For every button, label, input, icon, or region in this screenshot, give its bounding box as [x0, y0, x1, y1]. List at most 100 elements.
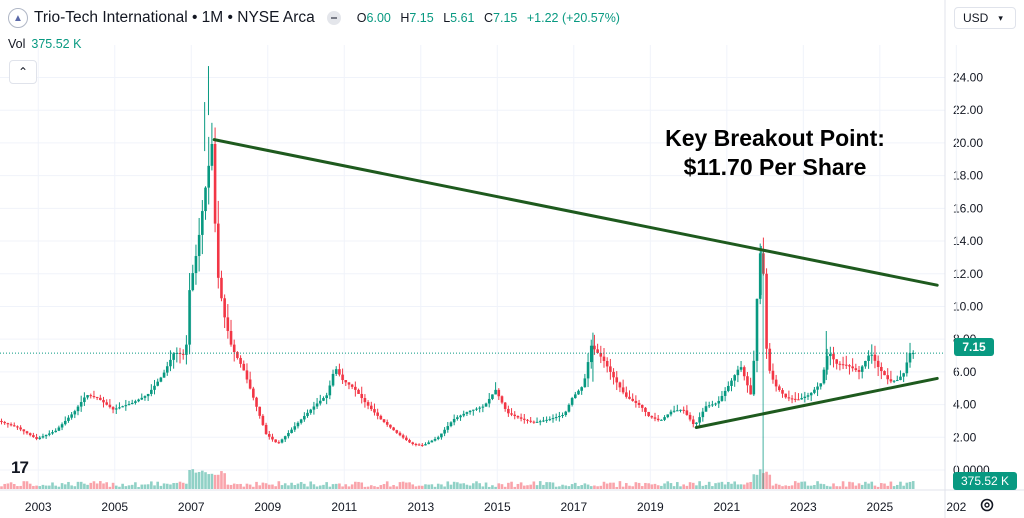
candle-body	[551, 418, 555, 420]
volume-bar	[357, 481, 360, 489]
candle-body	[809, 392, 813, 396]
candle-body	[414, 444, 418, 446]
volume-bar	[507, 482, 510, 489]
volume-bar	[309, 481, 313, 489]
volume-bar	[318, 485, 322, 489]
candle-body	[424, 444, 427, 446]
volume-bar	[503, 486, 507, 489]
tradingview-logo-icon[interactable]: 17	[11, 458, 29, 477]
candle-body	[605, 360, 609, 367]
candle-body	[290, 429, 293, 434]
volume-bar	[32, 485, 35, 489]
candle-body	[162, 372, 166, 378]
volume-bar	[392, 485, 395, 489]
candle-body	[252, 388, 255, 398]
candle-body	[433, 438, 437, 441]
volume-bar	[424, 484, 427, 489]
volume-bar	[22, 481, 26, 489]
volume-bar	[650, 484, 654, 489]
candle-body	[389, 424, 392, 428]
candle-body	[609, 366, 612, 372]
candle-body	[392, 427, 395, 431]
candle-body	[134, 401, 137, 403]
volume-bar	[456, 482, 459, 489]
candle-body	[25, 431, 29, 434]
candle-body	[347, 382, 351, 385]
candle-body	[363, 398, 367, 403]
volume-tag: 375.52 K	[953, 472, 1017, 490]
candle-body	[733, 375, 736, 381]
candle-body	[216, 223, 220, 278]
volume-bar	[854, 485, 858, 489]
candle-body	[494, 389, 497, 395]
close-value: 7.15	[493, 11, 518, 25]
candle-body	[484, 403, 488, 407]
volume-bar	[609, 482, 612, 489]
volume-bar	[685, 485, 689, 489]
candle-body	[427, 442, 430, 445]
volume-bar	[889, 481, 893, 489]
volume-bar	[500, 484, 504, 489]
volume-bar	[621, 486, 625, 489]
hide-ohlc-icon[interactable]	[326, 11, 341, 25]
volume-bar	[526, 485, 529, 489]
candle-body	[730, 380, 733, 386]
volume-bar	[829, 486, 832, 489]
volume-bar	[51, 482, 54, 489]
candle-body	[529, 420, 532, 422]
candle-body	[223, 298, 226, 318]
candle-body	[111, 407, 115, 410]
candle-body	[264, 424, 268, 435]
candle-body	[6, 423, 10, 425]
volume-bar	[258, 485, 262, 489]
candle-body	[758, 253, 762, 299]
collapse-legend-button[interactable]: ⌃	[9, 60, 37, 84]
y-tick-label: 24.00	[953, 71, 983, 85]
candle-body	[408, 440, 411, 443]
volume-bar	[322, 484, 325, 489]
candle-body	[806, 395, 810, 397]
candle-body	[854, 368, 858, 371]
candle-body	[720, 395, 724, 401]
settings-gear-icon[interactable]	[979, 497, 995, 513]
volume-bar	[723, 484, 727, 489]
candle-body	[191, 273, 195, 291]
candle-body	[507, 408, 510, 414]
candle-body	[9, 424, 13, 426]
candle-body	[150, 389, 153, 394]
candle-body	[586, 362, 590, 379]
volume-bar	[185, 483, 188, 489]
volume-bar	[771, 485, 775, 489]
x-tick-label: 2009	[254, 500, 281, 514]
volume-bar	[672, 486, 676, 489]
last-price-tag: 7.15	[954, 338, 994, 356]
candle-body	[325, 395, 328, 399]
volume-bar	[618, 481, 622, 489]
candle-body	[277, 442, 281, 444]
volume-bar	[908, 481, 912, 489]
volume-bar	[242, 486, 246, 489]
symbol-title[interactable]: Trio-Tech International • 1M • NYSE Arca	[34, 9, 315, 26]
trendline	[212, 138, 939, 287]
volume-bar	[778, 484, 781, 489]
volume-bar	[350, 484, 354, 489]
volume-bar	[612, 482, 615, 489]
volume-bar	[169, 484, 172, 489]
candle-body	[621, 387, 625, 393]
volume-bar	[640, 486, 644, 489]
volume-bar	[459, 483, 462, 489]
chevron-down-icon: ▾	[998, 12, 1003, 23]
candle-body	[790, 398, 794, 400]
volume-bar	[165, 483, 169, 489]
candle-body	[599, 352, 603, 357]
volume-bar	[255, 481, 258, 489]
currency-selector[interactable]: USD ▾	[954, 7, 1016, 29]
candle-body	[287, 433, 290, 437]
volume-bar	[870, 481, 874, 489]
candle-body	[892, 380, 896, 382]
candle-body	[736, 369, 740, 376]
volume-bar	[669, 483, 673, 489]
volume-bar	[487, 486, 491, 489]
volume-bar	[194, 472, 198, 489]
